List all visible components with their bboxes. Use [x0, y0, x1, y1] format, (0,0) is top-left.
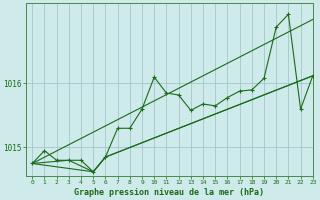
X-axis label: Graphe pression niveau de la mer (hPa): Graphe pression niveau de la mer (hPa) [75, 188, 264, 197]
